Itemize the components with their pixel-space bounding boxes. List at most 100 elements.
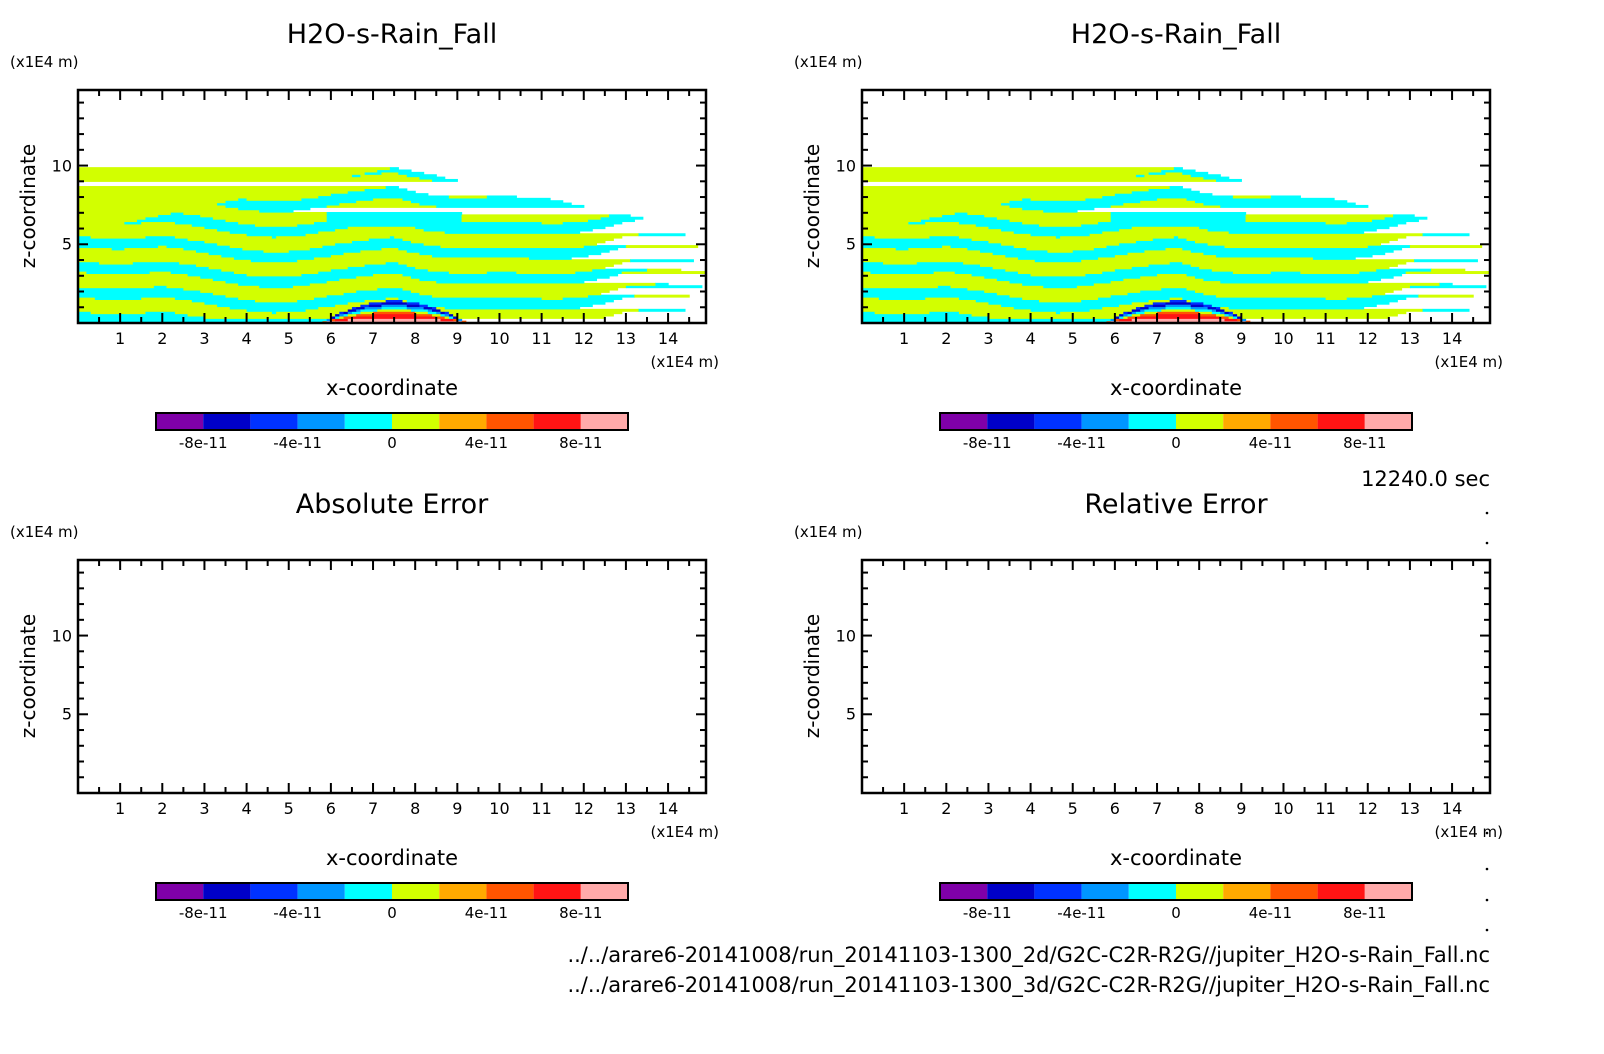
contour-cell [1232,195,1272,199]
contour-cell [1194,289,1394,293]
contour-cell [330,318,336,322]
contour-cell [1207,242,1382,246]
contour-cell [1001,202,1124,206]
contour-cell [457,318,463,322]
contour-cell [330,315,336,319]
colorbar-tick-label: 8e-11 [559,904,603,922]
contour-cell [862,247,897,251]
plot-frame [76,558,708,795]
x-tick-label: 10 [1273,329,1294,348]
x-tick-label: 4 [1025,329,1036,348]
contour-cell [1098,256,1314,260]
contour-cell [330,254,433,258]
contour-cell [1237,318,1242,322]
x-tick-label: 3 [199,329,210,348]
contour-cell [1228,306,1365,310]
contour-cell [1127,311,1133,315]
contour-cell [339,202,420,206]
marker-dot [1485,831,1489,835]
contour-cell [996,292,1129,296]
x-tick-label: 10 [489,799,510,818]
contour-cell [1241,315,1390,319]
contour-cell [78,169,378,173]
contour-cell [453,315,458,319]
contour-cell [78,282,239,286]
x-tick-label: 5 [283,329,294,348]
contour-cell [78,237,189,241]
contour-cell [427,268,593,272]
contour-cell [587,294,635,298]
contour-cell [862,299,977,303]
contour-cell [410,275,610,279]
colorbar-swatch [1317,883,1365,900]
contour-cell [1009,204,1112,208]
contour-cell [1199,266,1390,270]
contour-cell [78,299,193,303]
y-tick-label: 10 [51,626,72,646]
contour-cell [292,285,627,289]
contour-cell [992,252,1129,256]
contour-cell [217,304,336,308]
contour-cell [942,245,952,249]
contour-cell [78,263,197,267]
marker-dot [1485,867,1489,871]
contour-cell [1098,221,1327,225]
contour-cell [1030,308,1091,312]
contour-cell [1203,278,1382,282]
contour-cell [862,311,876,315]
contour-cell [1203,176,1230,180]
contour-cell [259,285,294,289]
contour-cell [335,315,340,319]
contour-cell [1245,216,1386,220]
contour-cell [862,188,1150,192]
contour-cell [1110,219,1247,223]
contour-cell [1110,204,1221,208]
contour-cell [153,285,168,289]
contour-cell [1119,313,1124,317]
contour-cell [1173,235,1179,239]
contour-cell [1140,313,1158,317]
contour-cell [440,245,585,249]
colorbar-tick-label: 4e-11 [464,904,509,922]
x-tick-label: 2 [941,329,952,348]
contour-cell [862,207,1023,211]
contour-cell [1190,249,1394,253]
contour-cell [158,245,168,249]
contour-cell [862,233,1032,237]
contour-cell [1135,311,1145,315]
contour-cell [364,299,387,303]
contour-cell [1376,268,1432,272]
contour-cell [356,200,412,204]
contour-cell [364,263,408,267]
colorbar-tick-label: -8e-11 [962,904,1012,922]
x-tick-label: 14 [1441,329,1463,348]
x-tick-label: 9 [1236,329,1247,348]
contour-cell [326,219,463,223]
contour-cell [1228,315,1234,319]
contour-cell [137,219,227,223]
contour-cell [1047,249,1074,253]
contour-cell [78,171,366,175]
time-label: 12240.0 sec [1361,467,1490,491]
contour-cell [1405,271,1491,275]
contour-cell [1216,178,1242,182]
contour-cell [862,275,985,279]
contour-cell [1165,306,1192,310]
contour-cell [78,301,206,305]
contour-cell [1186,197,1335,201]
x-axis-label: x-coordinate [1109,846,1243,870]
contour-cell [862,289,985,293]
contour-cell [862,249,981,253]
contour-cell [1325,297,1348,300]
contour-cell [200,214,328,218]
contour-cell [225,280,328,284]
contour-cell [78,212,172,215]
contour-cell [360,308,378,312]
contour-cell [874,311,931,315]
contour-cell [263,249,290,253]
contour-cell [1169,261,1183,265]
contour-cell [1325,221,1348,225]
x-axis-label: x-coordinate [1109,376,1243,400]
contour-cell [950,245,1015,249]
